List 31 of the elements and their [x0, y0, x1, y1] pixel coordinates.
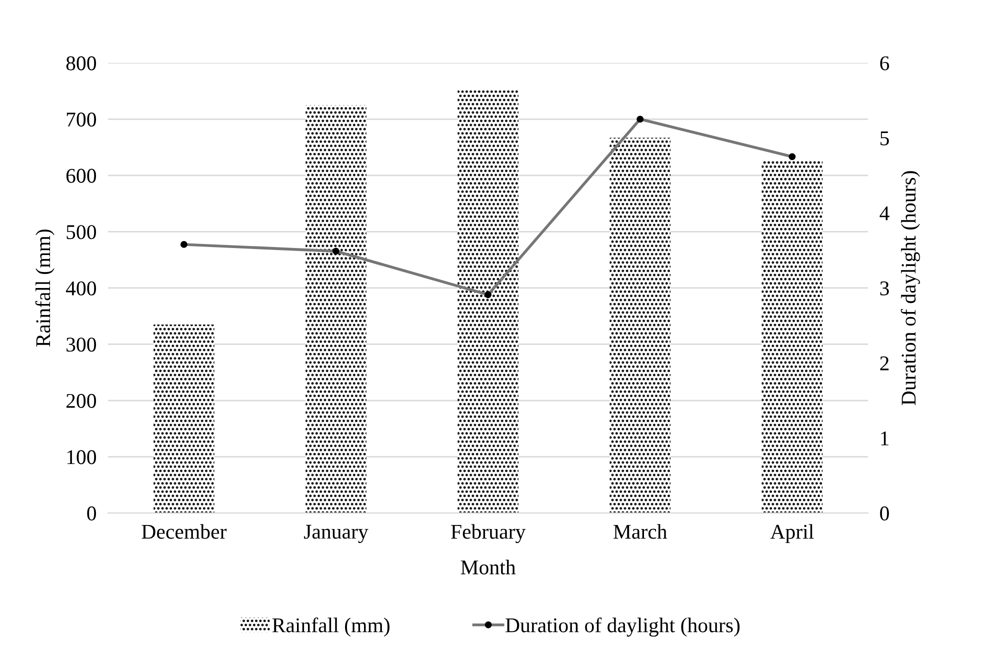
y-tick-label: 500 — [66, 225, 96, 240]
x-tick-label: December — [142, 524, 227, 539]
y2-tick-label: 6 — [880, 56, 890, 70]
y-axis-title: Rainfall (mm) — [35, 230, 54, 347]
y-tick-label: 600 — [66, 168, 96, 183]
y2-tick-label: 5 — [880, 132, 889, 146]
y-tick-label: 100 — [67, 450, 96, 464]
y-tick-label: 700 — [66, 112, 96, 127]
y2-tick-label: 4 — [880, 206, 890, 220]
bar — [306, 105, 366, 514]
x-axis-title: Month — [460, 560, 516, 574]
x-tick-label: April — [770, 524, 814, 544]
y-tick-label: 800 — [66, 56, 96, 70]
y-tick-label: 200 — [66, 394, 96, 408]
legend-label: Duration of daylight (hours) — [506, 617, 740, 637]
y-tick-label: 300 — [66, 338, 96, 352]
x-tick-label: February — [451, 524, 526, 544]
y2-tick-label: 2 — [880, 356, 889, 370]
y2-axis-title: Duration of daylight (hours) — [900, 171, 920, 406]
y-tick-label: 400 — [66, 281, 96, 296]
bar — [458, 90, 518, 514]
y-tick-label: 0 — [87, 506, 96, 520]
y2-tick-label: 1 — [881, 432, 888, 446]
bar — [154, 324, 214, 514]
x-tick-label: January — [304, 524, 368, 544]
bar — [610, 138, 671, 514]
bar — [762, 160, 823, 514]
y2-tick-label: 0 — [880, 506, 889, 520]
y2-tick-label: 3 — [880, 281, 889, 296]
legend-label: Rainfall (mm) — [272, 617, 390, 637]
x-tick-label: March — [614, 524, 668, 539]
